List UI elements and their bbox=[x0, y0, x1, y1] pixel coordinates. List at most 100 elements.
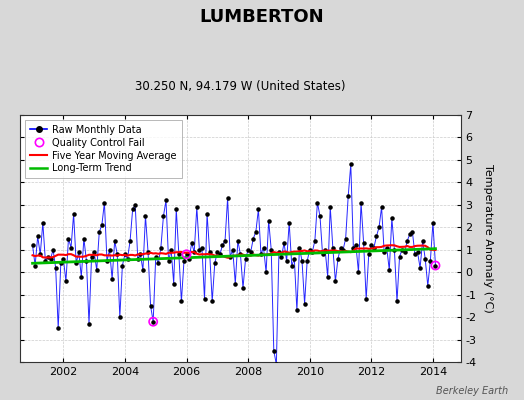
Point bbox=[319, 251, 327, 258]
Point bbox=[34, 233, 42, 240]
Point bbox=[67, 244, 75, 251]
Point bbox=[123, 256, 132, 262]
Text: Berkeley Earth: Berkeley Earth bbox=[436, 386, 508, 396]
Point bbox=[380, 249, 388, 255]
Point bbox=[388, 215, 396, 222]
Point bbox=[31, 262, 39, 269]
Point bbox=[236, 251, 245, 258]
Point bbox=[200, 296, 209, 302]
Point bbox=[431, 262, 440, 269]
Point bbox=[41, 258, 50, 264]
Point bbox=[97, 222, 106, 228]
Point bbox=[113, 251, 122, 258]
Point bbox=[165, 258, 173, 264]
Point bbox=[149, 318, 157, 325]
Point bbox=[262, 269, 270, 276]
Point bbox=[80, 235, 88, 242]
Point bbox=[57, 260, 65, 266]
Point bbox=[313, 200, 322, 206]
Point bbox=[121, 251, 129, 258]
Point bbox=[254, 206, 263, 212]
Point bbox=[170, 280, 178, 287]
Point bbox=[346, 161, 355, 168]
Point bbox=[203, 211, 211, 217]
Point bbox=[326, 204, 334, 210]
Point bbox=[172, 206, 180, 212]
Point bbox=[395, 253, 403, 260]
Point bbox=[375, 224, 383, 230]
Point bbox=[82, 258, 91, 264]
Point bbox=[159, 213, 168, 219]
Point bbox=[354, 269, 363, 276]
Point bbox=[146, 303, 155, 309]
Point bbox=[300, 300, 309, 307]
Point bbox=[305, 247, 314, 253]
Point bbox=[265, 217, 273, 224]
Point bbox=[370, 244, 378, 251]
Point bbox=[419, 238, 427, 244]
Point bbox=[344, 193, 353, 199]
Point bbox=[242, 256, 250, 262]
Point bbox=[39, 220, 47, 226]
Point bbox=[221, 238, 229, 244]
Point bbox=[285, 220, 293, 226]
Point bbox=[162, 197, 170, 204]
Title: 30.250 N, 94.179 W (United States): 30.250 N, 94.179 W (United States) bbox=[135, 80, 346, 93]
Point bbox=[139, 267, 147, 273]
Point bbox=[421, 256, 429, 262]
Point bbox=[36, 251, 45, 258]
Point bbox=[234, 238, 242, 244]
Point bbox=[357, 200, 365, 206]
Point bbox=[293, 307, 301, 314]
Point bbox=[331, 278, 340, 284]
Point bbox=[403, 238, 411, 244]
Point bbox=[311, 238, 319, 244]
Point bbox=[49, 247, 57, 253]
Point bbox=[77, 274, 85, 280]
Point bbox=[267, 247, 276, 253]
Point bbox=[295, 244, 303, 251]
Point bbox=[126, 238, 134, 244]
Point bbox=[423, 282, 432, 289]
Point bbox=[226, 253, 234, 260]
Point bbox=[180, 258, 188, 264]
Point bbox=[429, 220, 437, 226]
Point bbox=[390, 247, 399, 253]
Point bbox=[303, 258, 311, 264]
Point bbox=[93, 267, 101, 273]
Point bbox=[59, 256, 68, 262]
Point bbox=[411, 251, 419, 258]
Point bbox=[339, 247, 347, 253]
Point bbox=[174, 251, 183, 258]
Point bbox=[349, 244, 357, 251]
Point bbox=[154, 260, 162, 266]
Point bbox=[185, 256, 193, 262]
Point bbox=[298, 258, 306, 264]
Point bbox=[323, 274, 332, 280]
Point bbox=[64, 235, 73, 242]
Point bbox=[51, 264, 60, 271]
Point bbox=[282, 258, 291, 264]
Point bbox=[246, 249, 255, 255]
Point bbox=[54, 325, 62, 332]
Point bbox=[131, 202, 139, 208]
Point bbox=[257, 251, 265, 258]
Point bbox=[329, 244, 337, 251]
Point bbox=[288, 262, 296, 269]
Point bbox=[377, 204, 386, 210]
Point bbox=[72, 260, 80, 266]
Point bbox=[393, 298, 401, 305]
Point bbox=[426, 258, 434, 264]
Point bbox=[193, 204, 201, 210]
Point bbox=[367, 242, 376, 248]
Point bbox=[167, 247, 176, 253]
Point bbox=[398, 247, 406, 253]
Point bbox=[216, 251, 224, 258]
Point bbox=[157, 244, 165, 251]
Point bbox=[190, 249, 199, 255]
Point bbox=[116, 314, 124, 320]
Point bbox=[280, 240, 288, 246]
Legend: Raw Monthly Data, Quality Control Fail, Five Year Moving Average, Long-Term Tren: Raw Monthly Data, Quality Control Fail, … bbox=[25, 120, 182, 178]
Point bbox=[88, 253, 96, 260]
Point bbox=[416, 264, 424, 271]
